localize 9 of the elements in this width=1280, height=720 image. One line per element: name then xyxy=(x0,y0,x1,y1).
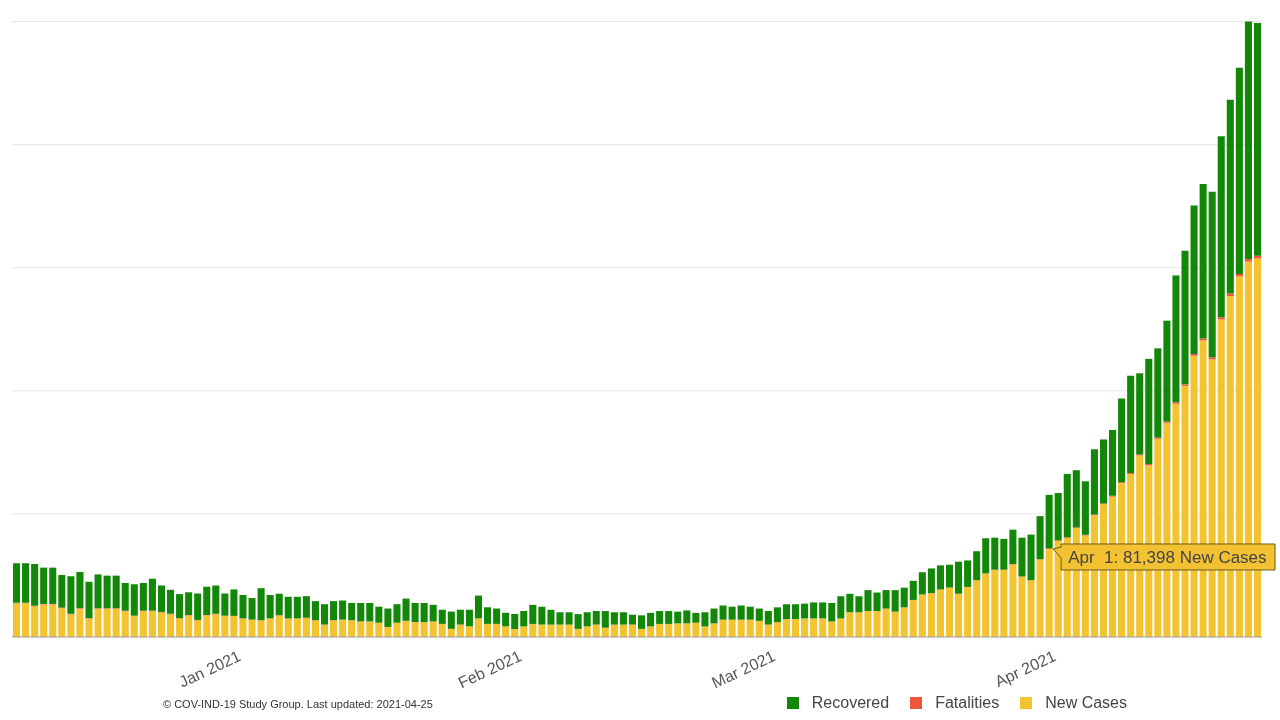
legend-label: New Cases xyxy=(1045,694,1127,712)
x-tick-label: Mar 2021 xyxy=(709,647,778,692)
legend-label: Fatalities xyxy=(935,694,1000,712)
annotation: Apr 1: 81,398 New Cases xyxy=(1068,547,1267,567)
x-tick-label: Apr 2021 xyxy=(992,647,1059,691)
text: © COV-IND-19 Study Group. Last updated: 2021-04-25 xyxy=(163,698,433,710)
x-tick-label: Feb 2021 xyxy=(455,647,525,692)
legend-label: Recovered xyxy=(811,694,890,712)
x-tick-label: Jan 2021 xyxy=(176,647,244,691)
